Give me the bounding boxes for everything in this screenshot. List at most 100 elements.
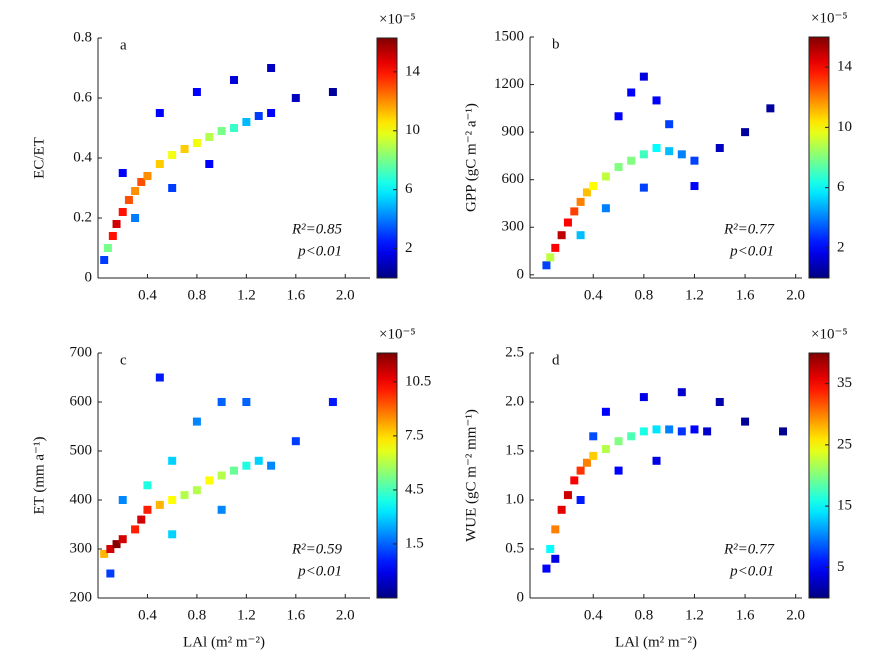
x-tick-label: 2.0 <box>336 607 355 623</box>
point <box>168 530 177 539</box>
x-axis-label: LAl (m² m⁻²) <box>183 634 265 650</box>
colorbar-tick-label: 6 <box>405 181 413 197</box>
y-axis-label: GPP (gC m⁻² a⁻¹) <box>463 103 479 212</box>
annotation: R²=0.77 <box>723 541 776 557</box>
y-tick-label: 0.5 <box>505 540 524 556</box>
colorbar-tick-label: 4.5 <box>405 481 424 497</box>
point <box>106 545 115 553</box>
point <box>242 118 251 126</box>
point <box>557 505 566 514</box>
point <box>205 133 214 141</box>
x-tick-label: 0.4 <box>584 287 603 303</box>
y-tick-label: 1.0 <box>505 491 524 507</box>
point <box>542 564 551 573</box>
point <box>124 196 133 204</box>
point <box>192 417 201 426</box>
point <box>652 456 661 465</box>
x-tick-label: 1.6 <box>736 607 755 623</box>
point <box>100 549 109 558</box>
point <box>328 398 337 406</box>
point <box>589 451 598 460</box>
point <box>328 88 337 96</box>
annotation: p<0.01 <box>297 563 342 579</box>
colorbar-tick-label: 10 <box>837 119 852 135</box>
point <box>155 500 164 509</box>
point <box>576 496 585 504</box>
colorbar-tick-label: 5 <box>837 559 845 575</box>
y-axis-label: WUE (gC m⁻² mm⁻¹) <box>463 409 479 542</box>
point <box>205 476 214 485</box>
point <box>601 445 610 454</box>
colorbar-label: ×10⁻⁵ <box>811 10 848 26</box>
colorbar-label: ×10⁻⁵ <box>379 326 416 342</box>
colorbar-label: ×10⁻⁵ <box>811 326 848 342</box>
point <box>192 486 201 495</box>
point <box>217 505 226 514</box>
point <box>570 207 579 216</box>
panel-label: b <box>552 36 560 52</box>
point <box>665 147 674 156</box>
point <box>652 425 661 434</box>
point <box>118 208 127 216</box>
point <box>703 427 712 436</box>
point <box>131 214 140 222</box>
annotation: R²=0.85 <box>291 221 343 237</box>
x-tick-label: 0.4 <box>138 287 157 303</box>
point <box>112 540 121 549</box>
y-tick-label: 2.5 <box>505 344 524 360</box>
point <box>242 461 251 470</box>
point <box>143 481 152 490</box>
point <box>627 432 636 441</box>
x-tick-label: 0.4 <box>584 607 603 623</box>
x-tick-label: 0.8 <box>188 607 207 623</box>
colorbar <box>808 352 830 599</box>
colorbar-tick-label: 14 <box>405 63 421 79</box>
point <box>557 231 566 240</box>
point <box>168 496 177 504</box>
panel-label: a <box>120 37 127 53</box>
colorbar <box>376 352 398 599</box>
point <box>741 417 750 426</box>
x-tick-label: 0.8 <box>188 287 207 303</box>
point <box>576 197 585 206</box>
colorbar <box>808 36 830 279</box>
point <box>589 182 598 191</box>
point <box>639 183 648 192</box>
colorbar-tick-label: 2 <box>405 240 413 256</box>
point <box>106 569 115 578</box>
y-tick-label: 0.8 <box>73 29 92 45</box>
colorbar-tick-label: 10 <box>405 122 420 138</box>
point <box>639 427 648 436</box>
point <box>652 143 661 152</box>
x-tick-label: 1.2 <box>237 287 256 303</box>
colorbar-tick-label: 6 <box>837 179 845 195</box>
x-tick-label: 0.4 <box>138 607 157 623</box>
point <box>639 393 648 402</box>
point <box>551 243 560 252</box>
point <box>582 458 591 467</box>
point <box>627 88 636 97</box>
point <box>614 437 623 446</box>
y-tick-label: 1.5 <box>505 442 524 458</box>
point <box>168 456 177 465</box>
point <box>715 143 724 152</box>
point <box>143 505 152 514</box>
point <box>614 163 623 172</box>
point <box>112 220 121 228</box>
point <box>143 172 152 180</box>
point <box>118 535 127 544</box>
y-tick-label: 1200 <box>494 76 524 92</box>
y-tick-label: 300 <box>502 219 525 235</box>
annotation: p<0.01 <box>729 563 774 579</box>
point <box>168 151 177 159</box>
point <box>677 427 686 436</box>
panel-label: c <box>120 352 127 368</box>
point <box>230 76 238 84</box>
y-tick-label: 0 <box>85 269 93 285</box>
x-tick-label: 1.2 <box>685 607 704 623</box>
point <box>639 72 648 81</box>
colorbar <box>376 37 398 279</box>
y-tick-label: 500 <box>70 442 93 458</box>
point <box>180 491 189 500</box>
point <box>131 525 140 534</box>
